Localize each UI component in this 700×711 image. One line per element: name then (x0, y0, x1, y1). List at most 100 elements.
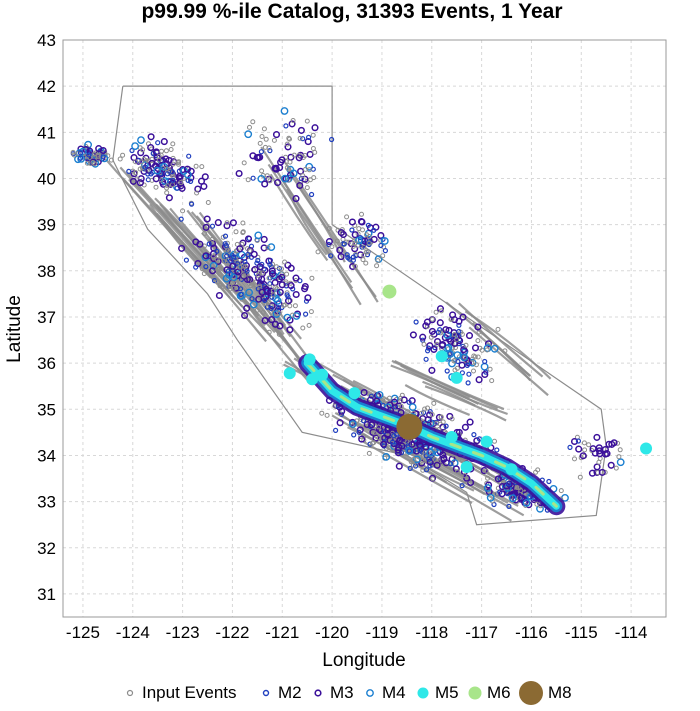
m4-point (382, 452, 391, 461)
input-event-point (95, 154, 101, 160)
m3-point (183, 165, 191, 173)
input-event-point (199, 266, 205, 272)
m3-point (277, 158, 285, 166)
m2-point (351, 432, 357, 438)
input-event-point (578, 455, 584, 461)
m2-point (178, 216, 184, 222)
m2-point (170, 177, 176, 183)
m3-point (255, 295, 263, 303)
input-event-point (425, 405, 430, 411)
legend-marker (417, 687, 429, 699)
legend-item: Input Events (126, 683, 237, 702)
m3-point (162, 155, 170, 163)
m3-point (287, 153, 295, 161)
m3-point (396, 436, 404, 444)
m3-point (215, 291, 223, 300)
input-event-point (287, 159, 293, 165)
m2-point (303, 311, 309, 317)
input-event-point (615, 440, 621, 446)
m3-point (474, 323, 482, 331)
input-event-point (84, 160, 90, 166)
m3-point (484, 340, 493, 348)
x-tick-labels: -125 -124 -123 -122 -121 -120 -119 -118 -117 -116… (66, 623, 648, 642)
m3-point (426, 458, 434, 466)
input-event-point (240, 229, 246, 235)
input-event-point (352, 263, 358, 269)
m2-point (406, 448, 412, 454)
m3-point (439, 341, 447, 349)
m2-point (224, 253, 230, 259)
m3-point (433, 337, 442, 346)
input-event-point (586, 442, 592, 448)
m4-point (522, 498, 531, 507)
m3-point (202, 223, 210, 231)
m5-point (445, 430, 458, 443)
m3-point (288, 120, 296, 128)
legend-item: M2 (262, 683, 302, 702)
m3-point (400, 396, 408, 404)
m4-point (289, 169, 298, 178)
m3-point (258, 275, 266, 283)
m4-point (244, 130, 253, 139)
input-event-point (398, 398, 404, 404)
m3-point (136, 179, 144, 187)
m2-point (244, 268, 250, 274)
m2-point (444, 368, 450, 374)
m2-point (423, 467, 430, 473)
m3-point (380, 440, 388, 448)
m3-point (465, 332, 474, 340)
input-event-point (286, 166, 292, 172)
input-event-point (259, 168, 265, 174)
input-event-point (577, 474, 583, 480)
m8-point (396, 413, 423, 440)
m3-point (287, 282, 295, 290)
m3-point (272, 164, 280, 172)
input-event-point (352, 238, 357, 244)
m3-point (426, 342, 434, 350)
input-event-point (359, 211, 364, 217)
input-event-point (165, 183, 170, 189)
legend-item: M3 (314, 683, 354, 702)
m2-point (425, 348, 431, 354)
y-tick-label: 35 (37, 400, 56, 419)
input-event-point (324, 412, 330, 418)
m3-point (234, 268, 242, 276)
m3-point (418, 459, 426, 467)
m2-point (267, 281, 273, 287)
legend-label: M6 (487, 683, 511, 702)
input-event-point (217, 271, 223, 277)
m3-point (129, 177, 137, 185)
x-tick-label: -116 (515, 623, 548, 642)
input-event-point (261, 126, 267, 132)
m2-point (420, 337, 426, 343)
m3-point (243, 304, 251, 312)
m3-point (430, 345, 438, 353)
input-event-point (266, 145, 272, 151)
input-event-point (475, 354, 481, 360)
m2-point (183, 257, 189, 263)
m4-point (486, 493, 495, 502)
input-event-point (329, 244, 335, 250)
input-event-point (361, 252, 367, 258)
m3-point (475, 376, 483, 384)
x-tick-label: -115 (565, 623, 598, 642)
m2-point (245, 251, 251, 258)
m2-point (148, 171, 154, 177)
m3-point (244, 235, 253, 243)
m2-point (350, 257, 356, 263)
m3-point (498, 490, 506, 498)
m3-point (254, 154, 262, 162)
m4-point (137, 136, 145, 145)
m3-point (201, 173, 209, 181)
input-event-point (202, 230, 208, 236)
input-event-point (487, 366, 493, 372)
input-event-point (248, 283, 254, 289)
m4-point (413, 455, 421, 464)
m4-point (453, 351, 462, 359)
m3-point (325, 238, 333, 246)
input-event-point (306, 322, 312, 328)
input-event-point (304, 118, 310, 124)
input-event-point (363, 260, 369, 266)
input-event-point (164, 185, 170, 191)
m3-point (297, 167, 305, 175)
